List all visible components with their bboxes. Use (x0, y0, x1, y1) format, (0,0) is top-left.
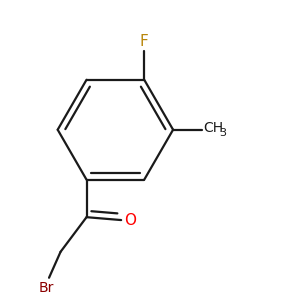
Text: 3: 3 (219, 128, 226, 138)
Text: O: O (124, 213, 136, 228)
Text: Br: Br (38, 281, 54, 295)
Text: F: F (140, 34, 148, 49)
Text: CH: CH (203, 121, 223, 135)
